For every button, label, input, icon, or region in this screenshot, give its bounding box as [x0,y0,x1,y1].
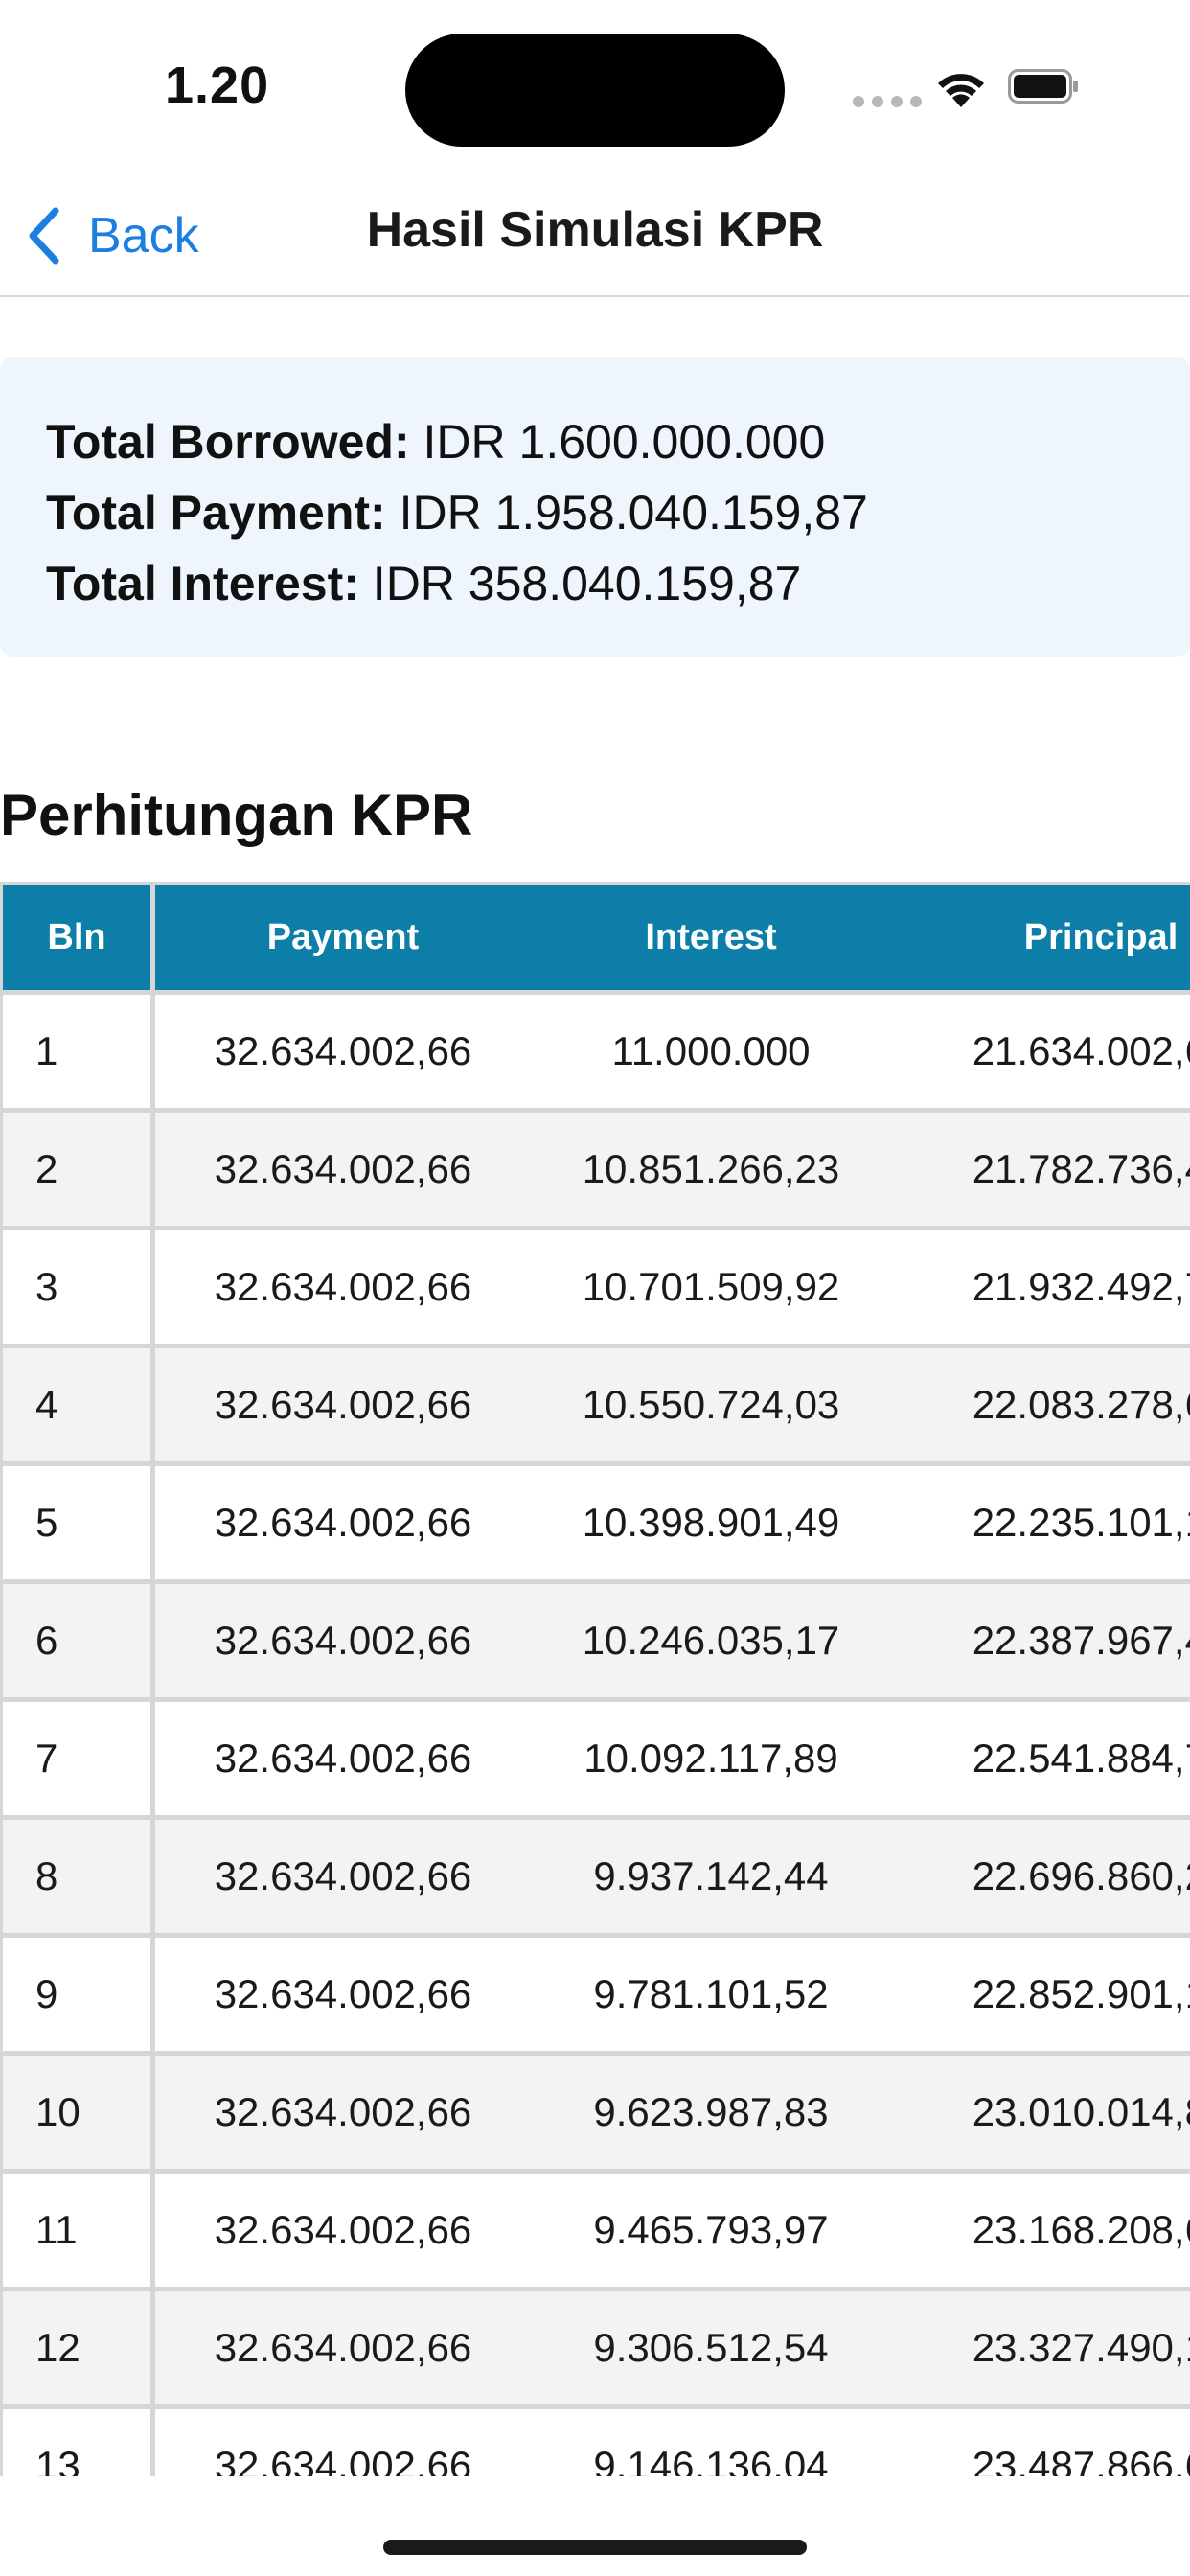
header-interest: Interest [531,882,891,995]
cell-interest: 9.465.793,97 [531,2171,891,2291]
cell-principal: 23.327.490,12 [891,2288,1190,2409]
home-indicator[interactable] [383,2540,807,2555]
cell-payment: 32.634.002,66 [152,1110,531,1230]
cell-payment: 32.634.002,66 [152,1346,531,1466]
status-time: 1.20 [165,57,270,114]
total-payment-label: Total Payment: [46,486,386,540]
cell-principal: 21.782.736,43 [891,1110,1190,1230]
navigation-bar: Back Hasil Simulasi KPR [0,172,1190,297]
cell-interest: 10.701.509,92 [531,1228,891,1348]
cell-principal: 21.634.002,66 [891,992,1190,1113]
cell-bln: 8 [0,1817,155,1938]
cell-bln: 11 [0,2171,155,2291]
header-bln: Bln [0,882,155,995]
wifi-icon [938,74,984,107]
total-payment: Total Payment: IDR 1.958.040.159,87 [46,477,1190,548]
cell-interest: 9.146.136,04 [531,2406,891,2476]
cell-interest: 10.550.724,03 [531,1346,891,1466]
page-title: Hasil Simulasi KPR [366,202,824,258]
total-interest: Total Interest: IDR 358.040.159,87 [46,548,1190,619]
cell-principal: 23.168.208,69 [891,2171,1190,2291]
cell-payment: 32.634.002,66 [152,2053,531,2174]
cell-principal: 22.696.860,22 [891,1817,1190,1938]
cell-interest: 9.623.987,83 [531,2053,891,2174]
cell-payment: 32.634.002,66 [152,1463,531,1584]
cell-principal: 23.010.014,83 [891,2053,1190,2174]
cell-payment: 32.634.002,66 [152,2288,531,2409]
cell-bln: 3 [0,1228,155,1348]
table-header-row: Bln Payment Interest Principal [0,882,1190,995]
total-borrowed-label: Total Borrowed: [46,415,410,469]
total-interest-label: Total Interest: [46,557,359,610]
cell-payment: 32.634.002,66 [152,1817,531,1938]
cell-principal: 22.852.901,14 [891,1935,1190,2056]
cell-bln: 2 [0,1110,155,1230]
cell-principal: 22.235.101,17 [891,1463,1190,1584]
table-body: 132.634.002,6611.000.00021.634.002,66232… [0,992,1190,2476]
cell-payment: 32.634.002,66 [152,1228,531,1348]
cell-bln: 6 [0,1581,155,1702]
cell-interest: 10.092.117,89 [531,1699,891,1820]
cell-interest: 9.781.101,52 [531,1935,891,2056]
cell-principal: 22.387.967,49 [891,1581,1190,1702]
cell-interest: 11.000.000 [531,992,891,1113]
chevron-left-icon [29,207,59,264]
back-label: Back [88,208,199,264]
cell-payment: 32.634.002,66 [152,2171,531,2291]
back-button[interactable]: Back [25,197,199,274]
summary-card: Total Borrowed: IDR 1.600.000.000 Total … [0,356,1190,657]
cell-interest: 10.398.901,49 [531,1463,891,1584]
cellular-signal-icon [853,96,922,107]
cell-bln: 9 [0,1935,155,2056]
cell-interest: 9.306.512,54 [531,2288,891,2409]
cell-bln: 1 [0,992,155,1113]
section-title: Perhitungan KPR [0,783,473,847]
cell-bln: 12 [0,2288,155,2409]
total-borrowed-value: IDR 1.600.000.000 [423,415,826,469]
cell-interest: 10.851.266,23 [531,1110,891,1230]
header-payment: Payment [152,882,531,995]
status-bar: 1.20 [0,0,1190,172]
amortization-table-scroll[interactable]: Bln Payment Interest Principal 1 32.634.0… [0,882,1190,2476]
amortization-table: Bln Payment Interest Principal 1 32.634.0… [0,882,1190,2476]
cell-interest: 10.246.035,17 [531,1581,891,1702]
dynamic-island [405,34,785,147]
cell-bln: 10 [0,2053,155,2174]
cell-principal: 22.083.278,63 [891,1346,1190,1466]
cell-payment: 32.634.002,66 [152,1581,531,1702]
cell-principal: 21.932.492,75 [891,1228,1190,1348]
total-payment-value: IDR 1.958.040.159,87 [399,486,868,540]
cell-bln: 13 [0,2406,155,2476]
cell-payment: 32.634.002,66 [152,1699,531,1820]
cell-bln: 7 [0,1699,155,1820]
cell-payment: 32.634.002,66 [152,1935,531,2056]
cell-payment: 32.634.002,66 [152,992,531,1113]
cell-interest: 9.937.142,44 [531,1817,891,1938]
cell-bln: 4 [0,1346,155,1466]
cell-payment: 32.634.002,66 [152,2406,531,2476]
cell-bln: 5 [0,1463,155,1584]
total-borrowed: Total Borrowed: IDR 1.600.000.000 [46,406,1190,477]
battery-icon [1008,69,1078,104]
cell-principal: 22.541.884,77 [891,1699,1190,1820]
header-principal: Principal [891,882,1190,995]
cell-principal: 23.487.866,62 [891,2406,1190,2476]
total-interest-value: IDR 358.040.159,87 [372,557,802,610]
